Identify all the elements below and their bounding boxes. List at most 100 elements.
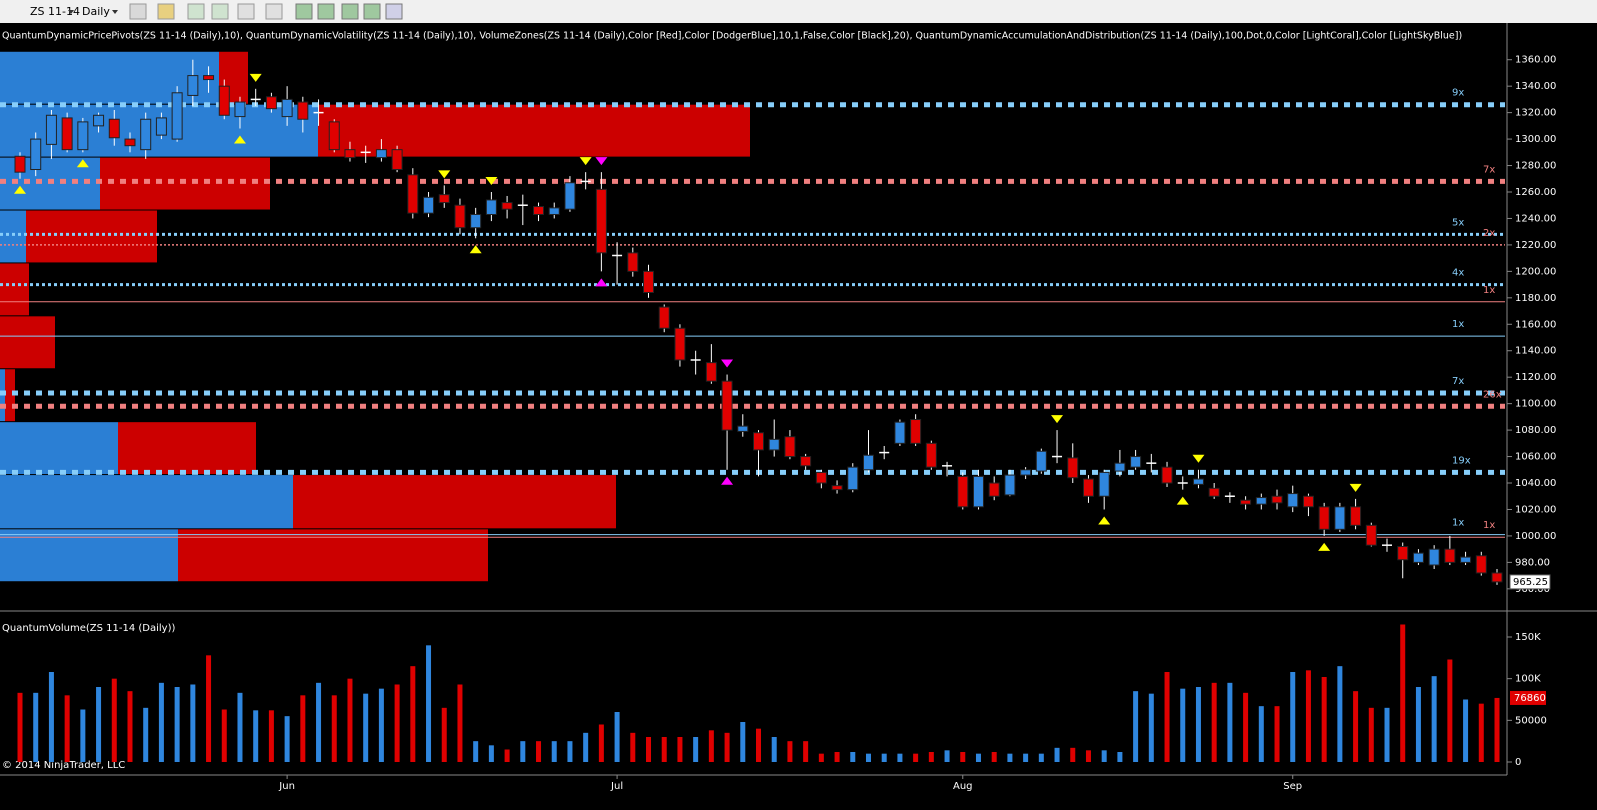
volume-bar (457, 684, 463, 762)
volume-bar (1164, 672, 1170, 762)
volume-bar (1038, 753, 1044, 762)
y-tick-label: 1080.00 (1515, 425, 1556, 436)
candle-body (548, 207, 560, 215)
zoom-in-button[interactable] (187, 3, 205, 20)
volume-bar (1195, 687, 1201, 762)
volume-bar (410, 666, 416, 762)
volume-bar (1384, 707, 1390, 762)
volume-bar (158, 682, 164, 762)
candle-body (454, 204, 466, 229)
volume-bar (991, 752, 997, 762)
signal-marker (14, 185, 26, 194)
volume-bar (771, 737, 777, 762)
level-label: 1x (1452, 518, 1464, 529)
zone-buy (0, 51, 219, 104)
volume-bar (818, 753, 824, 762)
candle-body (391, 149, 403, 171)
indicators-button[interactable] (317, 3, 335, 20)
y-tick-label: 1240.00 (1515, 213, 1556, 224)
volume-bar (1085, 750, 1091, 762)
signal-marker (249, 73, 262, 82)
pointer-button[interactable] (237, 3, 255, 20)
strategy-button[interactable] (295, 3, 313, 20)
volume-bar (363, 693, 369, 762)
x-tick-label: Sep (1283, 781, 1302, 792)
bar-type-button[interactable] (129, 3, 147, 20)
dropdown-arrow[interactable] (112, 10, 118, 14)
volume-bar (740, 722, 746, 762)
volume-bar (394, 684, 400, 762)
candles (14, 59, 1503, 585)
candle-body (957, 475, 969, 508)
candle-body (1412, 552, 1424, 563)
signal-marker (1192, 454, 1205, 463)
y-tick-label: 1180.00 (1515, 293, 1556, 304)
y-tick-label: 980.00 (1515, 557, 1550, 568)
volume-bar (237, 692, 243, 762)
volume-bar (661, 737, 667, 762)
volume-bar (897, 753, 903, 762)
volume-bar (504, 749, 510, 762)
candle-body (203, 75, 215, 81)
volume-bar (48, 672, 54, 762)
y-tick-label: 100K (1515, 674, 1541, 685)
signal-marker (438, 170, 451, 179)
candle-body (862, 454, 874, 471)
candle-body (1287, 493, 1299, 508)
candle-body (108, 118, 120, 139)
volume-bar (913, 753, 919, 762)
y-tick-label: 0 (1515, 757, 1521, 768)
candle-body (423, 196, 435, 214)
candle-body (1208, 487, 1220, 497)
y-tick-label: 1100.00 (1515, 399, 1556, 410)
volume-bar (347, 678, 353, 762)
last-volume-box (1510, 690, 1546, 705)
candle-body (988, 482, 1000, 497)
volume-bar (614, 712, 620, 762)
candle-body (674, 327, 686, 361)
y-tick-label: 1160.00 (1515, 319, 1556, 330)
candle-body (1475, 555, 1487, 574)
x-tick-label: Jul (610, 781, 623, 792)
candle-body (407, 174, 419, 214)
volume-bar (536, 741, 542, 762)
search-button[interactable] (265, 3, 283, 20)
candle-body (77, 121, 89, 151)
candle-body (45, 114, 57, 145)
candle-body (140, 118, 152, 151)
volume-bar (598, 724, 604, 762)
level-label: 9x (1452, 88, 1464, 99)
zoom-out-button[interactable] (211, 3, 229, 20)
chart-style-button[interactable] (341, 3, 359, 20)
signal-marker (76, 159, 89, 168)
volume-bar (1494, 697, 1500, 762)
candle-body (768, 438, 780, 451)
zone-sell (5, 369, 15, 422)
volume-bar (378, 688, 384, 762)
symbol-selector[interactable]: ZS 11-14 (30, 5, 80, 18)
properties-button[interactable] (385, 3, 403, 20)
y-tick-label: 150K (1515, 632, 1541, 643)
candle-body (124, 138, 136, 147)
drawing-tool-button[interactable] (157, 3, 175, 20)
dollar-button[interactable] (363, 3, 381, 20)
y-tick-label: 1360.00 (1515, 55, 1556, 66)
volume-bar (960, 752, 966, 762)
candle-body (1491, 572, 1503, 583)
interval-selector[interactable]: Daily (82, 5, 110, 18)
candle-body (627, 252, 639, 272)
candle-body (1114, 462, 1126, 472)
candle-body (171, 92, 183, 140)
volume-bar (441, 707, 447, 762)
volume-bar (881, 753, 887, 762)
signal-marker (579, 157, 592, 166)
x-tick-label: Aug (953, 781, 973, 792)
volume-bar (1007, 753, 1013, 762)
dropdown-arrow[interactable] (68, 10, 74, 14)
candle-body (815, 471, 827, 484)
candle-body (218, 85, 230, 116)
volume-bar (850, 752, 856, 762)
signal-marker (233, 135, 246, 144)
volume-bar (1211, 682, 1217, 762)
